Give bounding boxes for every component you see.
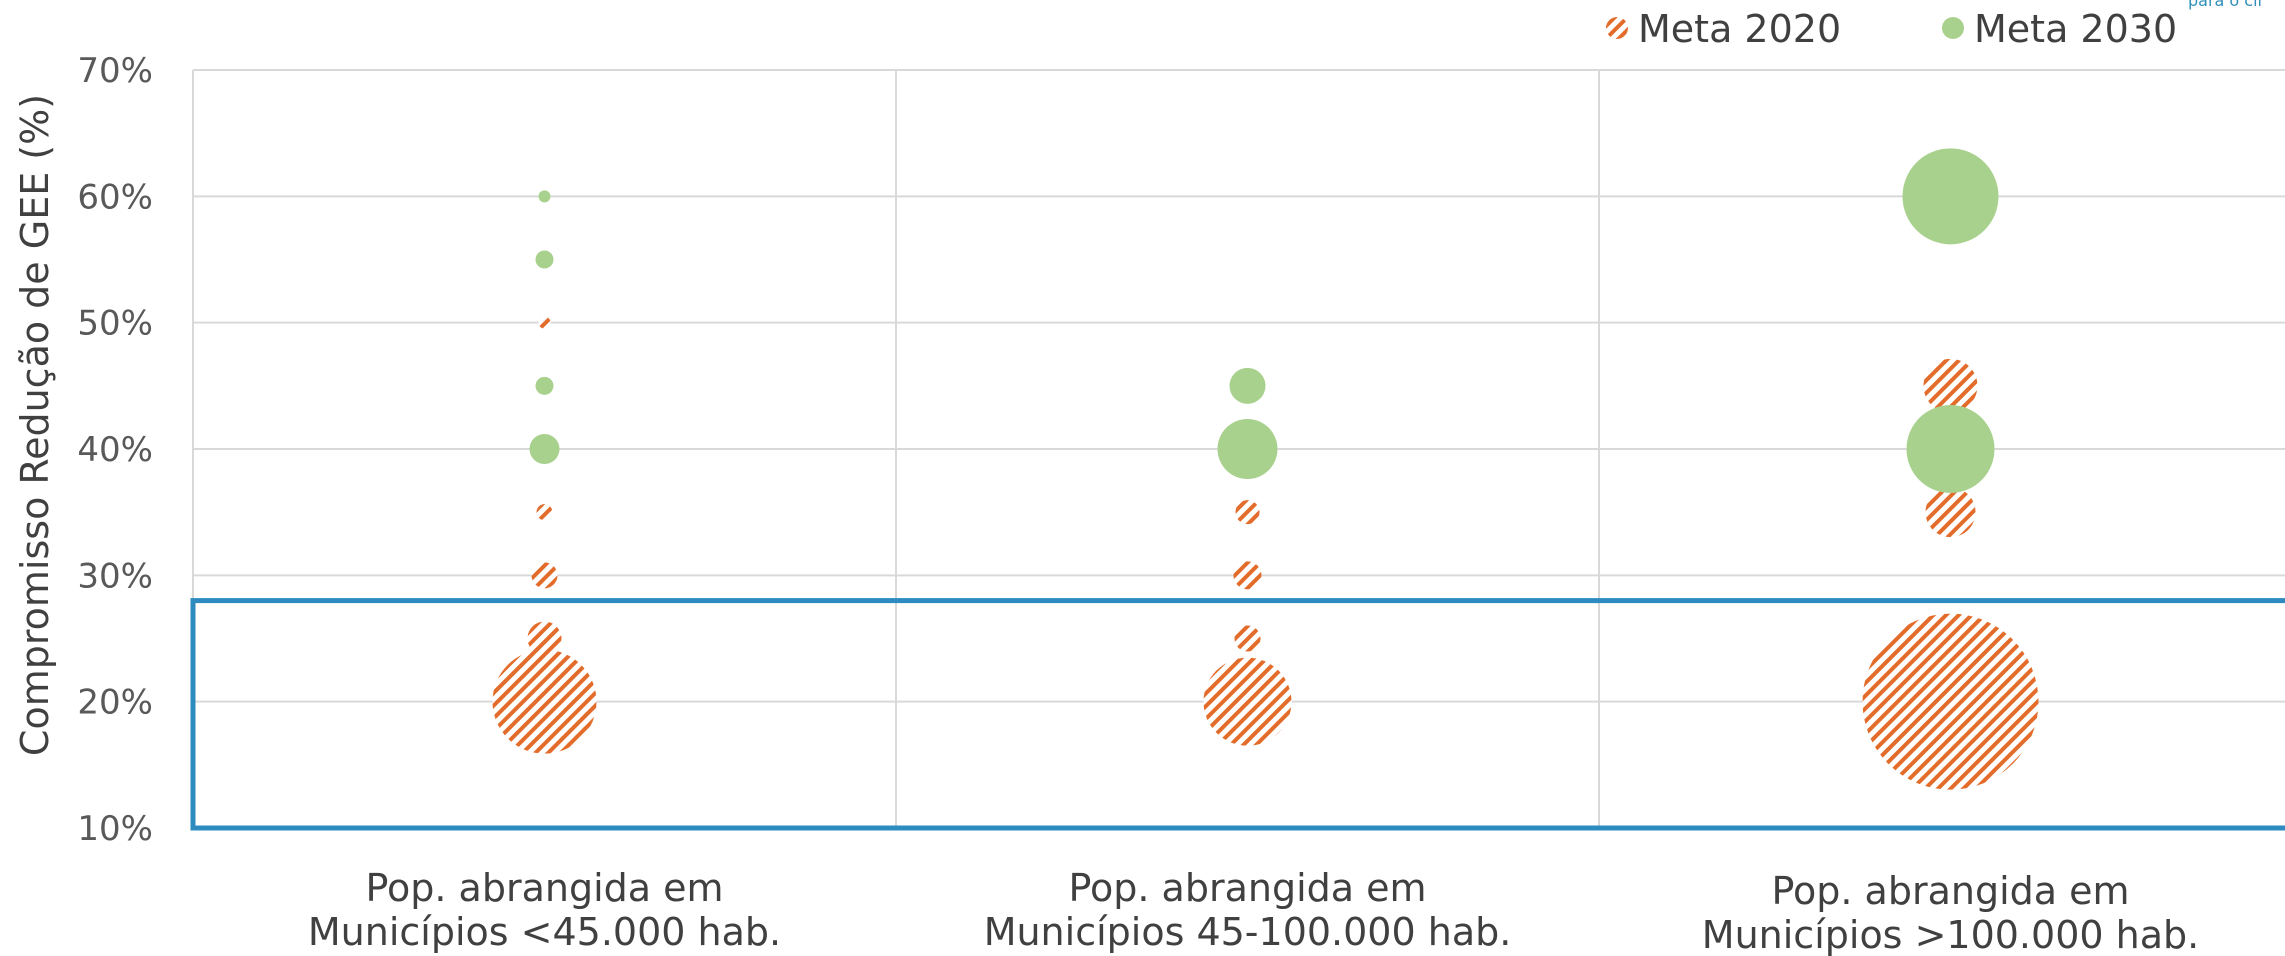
bubble-meta-2030 bbox=[529, 434, 560, 464]
bubble-meta-2020 bbox=[1862, 613, 2039, 790]
bubble-meta-2020 bbox=[538, 316, 551, 329]
bubble-meta-2020 bbox=[1234, 625, 1261, 652]
legend-label-meta-2020: Meta 2020 bbox=[1638, 7, 1841, 51]
category-label: Pop. abrangida em bbox=[1068, 866, 1426, 910]
y-tick-label: 40% bbox=[77, 430, 153, 470]
y-tick-labels: 10% 20% 30% 40% 50% 60% 70% bbox=[77, 51, 153, 849]
legend-marker-meta-2030 bbox=[1942, 17, 1964, 39]
legend-label-meta-2030: Meta 2030 bbox=[1974, 7, 2177, 51]
y-tick-label: 70% bbox=[77, 51, 153, 91]
bubble-meta-2020 bbox=[1925, 487, 1976, 538]
bubble-meta-2020 bbox=[492, 649, 597, 754]
bubble-meta-2030 bbox=[538, 190, 551, 203]
bubble-meta-2020 bbox=[536, 504, 553, 521]
bubbles bbox=[492, 148, 2039, 790]
highlight-rect bbox=[190, 598, 2285, 831]
bubble-meta-2020 bbox=[531, 562, 558, 589]
bubble-meta-2030 bbox=[1217, 419, 1278, 479]
bubble-meta-2020 bbox=[1233, 561, 1262, 590]
bubble-meta-2020 bbox=[1235, 500, 1260, 525]
category-label: Municípios <45.000 hab. bbox=[308, 910, 781, 954]
category-label: Pop. abrangida em bbox=[365, 866, 723, 910]
bubble-meta-2030 bbox=[1906, 405, 1995, 493]
bubble-meta-2030 bbox=[1902, 148, 1999, 245]
bubble-meta-2020 bbox=[1923, 358, 1978, 413]
y-tick-label: 50% bbox=[77, 304, 153, 344]
bubble-meta-2020 bbox=[527, 621, 562, 656]
category-label: Pop. abrangida em bbox=[1771, 869, 2129, 913]
corner-note: para o cli bbox=[2188, 0, 2262, 10]
bubble-meta-2030 bbox=[535, 376, 554, 395]
category-label: Municípios >100.000 hab. bbox=[1702, 913, 2199, 956]
y-tick-label: 20% bbox=[77, 683, 153, 723]
bubble-meta-2020 bbox=[1203, 657, 1292, 746]
y-tick-label: 60% bbox=[77, 177, 153, 217]
legend: Meta 2020 Meta 2030 bbox=[1606, 7, 2177, 51]
y-tick-label: 10% bbox=[77, 809, 153, 849]
y-tick-label: 30% bbox=[77, 556, 153, 596]
bubble-meta-2030 bbox=[1229, 367, 1266, 404]
y-axis-title: Compromisso Redução de GEE (%) bbox=[13, 94, 57, 756]
bubble-meta-2030 bbox=[535, 250, 554, 269]
highlight-box bbox=[190, 598, 2285, 831]
category-label: Municípios 45-100.000 hab. bbox=[984, 910, 1512, 954]
legend-marker-meta-2020 bbox=[1606, 17, 1628, 39]
